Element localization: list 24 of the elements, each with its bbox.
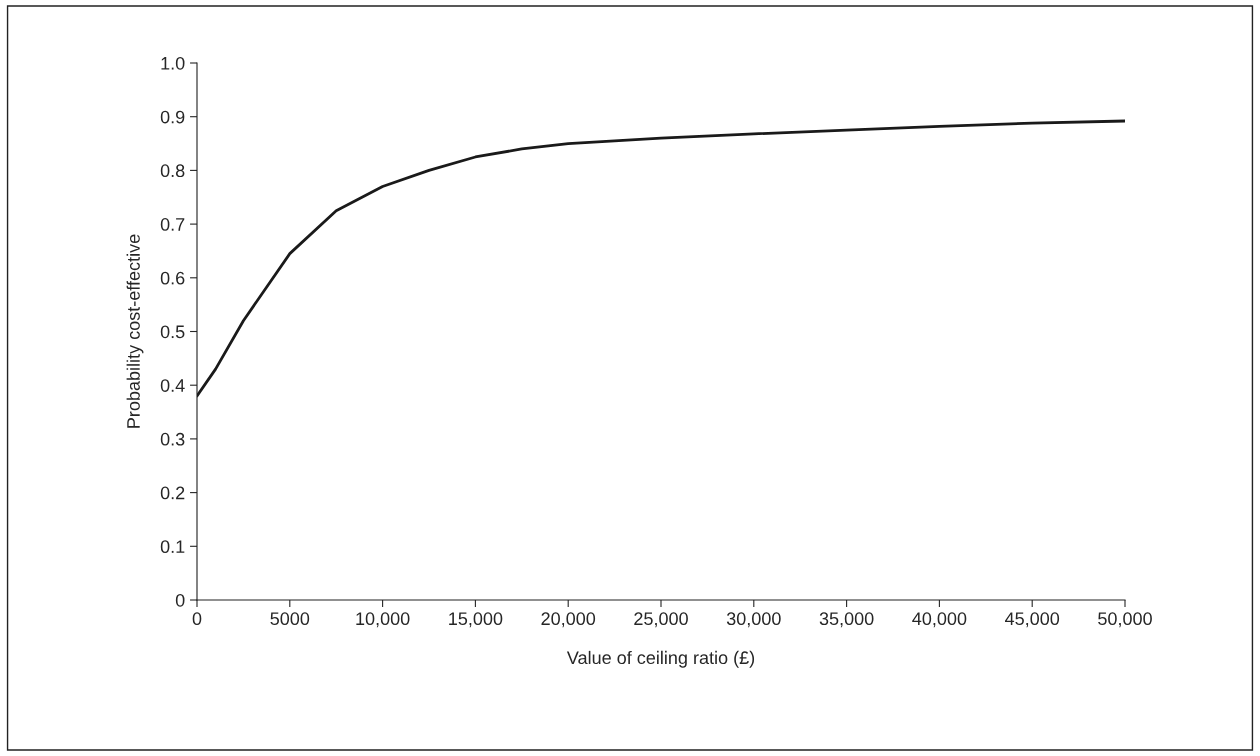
y-tick-label: 0.2 [160, 486, 185, 500]
y-tick-label: 0.1 [160, 540, 185, 554]
x-tick-label: 50,000 [1098, 612, 1152, 628]
x-tick-label: 5000 [270, 612, 310, 626]
y-tick-label: 0.7 [160, 218, 185, 231]
x-tick-label: 35,000 [819, 612, 874, 628]
x-tick-label: 30,000 [726, 612, 781, 628]
y-tick-label: 0.3 [160, 432, 185, 446]
y-axis-title: Probability cost-effective [126, 234, 144, 428]
x-tick-label: 25,000 [634, 612, 688, 628]
y-tick-label: 0 [175, 593, 185, 607]
y-tick-label: 0.5 [160, 325, 185, 339]
x-tick-label: 15,000 [449, 612, 503, 628]
x-tick-label: 10,000 [356, 612, 410, 628]
y-tick-label: 1.0 [161, 56, 185, 70]
x-tick-label: 0 [192, 612, 202, 626]
y-tick-label: 0.4 [160, 379, 185, 392]
y-tick-label: 0.9 [160, 110, 185, 124]
x-tick-label: 45,000 [1005, 612, 1060, 628]
x-tick-label: 20,000 [541, 612, 596, 628]
x-axis-title: Value of ceiling ratio (£) [566, 650, 755, 668]
x-tick-label: 40,000 [912, 612, 967, 628]
y-tick-label: 0.6 [160, 271, 185, 285]
y-tick-label: 0.8 [160, 164, 185, 178]
